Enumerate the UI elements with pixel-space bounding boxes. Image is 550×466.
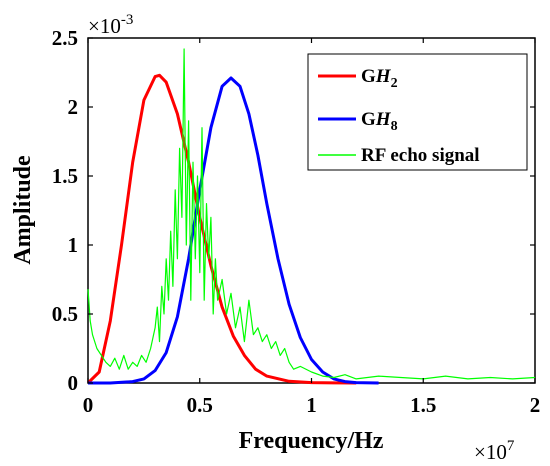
x-tick-label: 2 [530, 393, 541, 417]
y-exponent: -3 [121, 12, 134, 28]
y-tick-label: 0 [68, 371, 79, 395]
series-line-rf-echo-signal [87, 48, 536, 380]
y-tick-label: 2.5 [52, 26, 78, 50]
series-line-gh8 [88, 76, 379, 385]
x-tick-label: 1.5 [410, 393, 436, 417]
legend-box [307, 53, 528, 171]
x-tick-label: 1 [306, 393, 317, 417]
y-tick-label: 2 [68, 95, 79, 119]
x-axis-label: Frequency/Hz [239, 428, 384, 454]
y-axis-label: Amplitude [10, 155, 36, 265]
legend-label-gh2: GH2 [361, 66, 398, 91]
series-layer [86, 48, 536, 385]
x-axis-ticks: 0 0.5 1 1.5 2 [83, 38, 541, 417]
y-axis-ticks: 0 0.5 1 1.5 2 2.5 [52, 26, 535, 395]
y-multiplier: ×10-3 [88, 12, 133, 38]
legend-label-rf: RF echo signal [361, 145, 480, 166]
x-exponent: 7 [507, 438, 515, 454]
x-tick-label: 0 [83, 393, 94, 417]
legend: GH2 GH8 RF echo signal [307, 53, 528, 171]
y-tick-label: 0.5 [52, 302, 78, 326]
x-multiplier: ×107 [474, 438, 515, 464]
legend-label-gh8: GH8 [361, 109, 398, 134]
x-tick-label: 0.5 [187, 393, 213, 417]
y-tick-label: 1 [68, 233, 79, 257]
y-tick-label: 1.5 [52, 164, 78, 188]
